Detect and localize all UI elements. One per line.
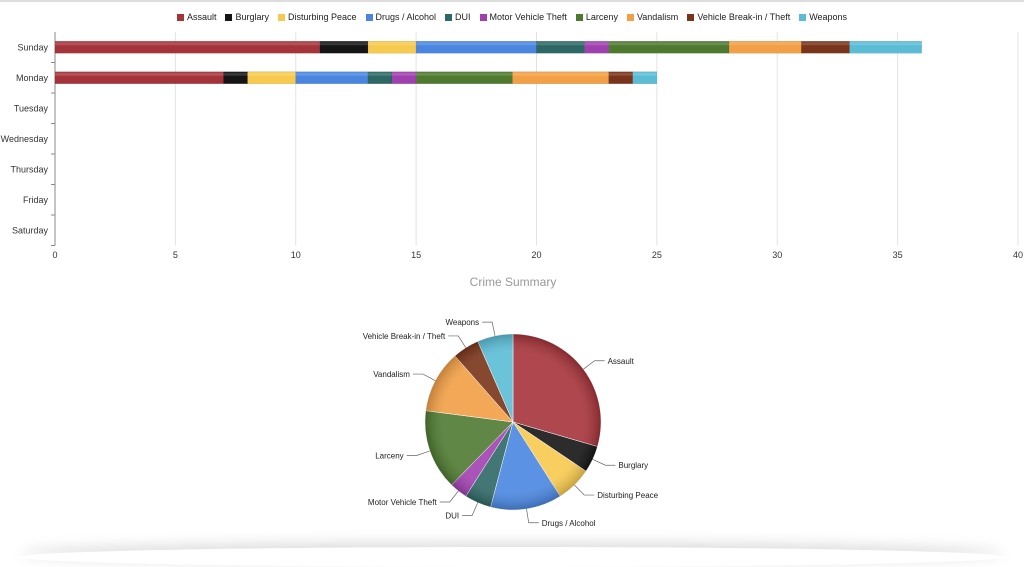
pie-leader-line <box>412 373 436 381</box>
pie-leader-line <box>448 335 467 348</box>
pie-label: Weapons <box>445 318 479 327</box>
y-tick-label: Friday <box>23 195 49 205</box>
legend-label: Vandalism <box>636 12 679 22</box>
legend-label: DUI <box>455 12 471 22</box>
legend-label: Disturbing Peace <box>287 12 357 22</box>
legend-label: Vehicle Break-in / Theft <box>697 12 791 22</box>
bar-highlight <box>247 72 296 76</box>
y-tick-label: Sunday <box>17 42 48 52</box>
y-tick-label: Thursday <box>10 164 48 174</box>
bottom-shadow <box>20 547 1004 567</box>
top-border <box>0 0 1024 2</box>
legend-item[interactable]: Motor Vehicle Theft <box>479 12 567 22</box>
bar-highlight <box>632 72 657 76</box>
legend-item[interactable]: Larceny <box>575 12 618 22</box>
pie-label: Motor Vehicle Theft <box>368 498 438 507</box>
bar-highlight <box>536 42 585 46</box>
legend-item[interactable]: Drugs / Alcohol <box>365 12 437 22</box>
legend-label: Larceny <box>585 12 618 22</box>
x-tick-label: 25 <box>652 250 662 260</box>
bar-highlight <box>223 72 248 76</box>
legend-swatch <box>365 13 373 21</box>
legend-item[interactable]: Burglary <box>225 12 269 22</box>
legend-label: Weapons <box>809 12 848 22</box>
pie-leader-line <box>592 458 616 466</box>
legend-item[interactable]: Vehicle Break-in / Theft <box>687 12 790 22</box>
pie-label: Disturbing Peace <box>597 491 658 500</box>
legend-item[interactable]: Weapons <box>799 12 847 22</box>
pie-label: Assault <box>608 357 635 366</box>
bar-highlight <box>512 72 609 76</box>
legend-swatch <box>687 13 695 21</box>
legend-label: Motor Vehicle Theft <box>489 12 567 22</box>
legend-swatch <box>575 13 583 21</box>
pie-shading <box>425 334 601 510</box>
pie-leader-line <box>583 360 605 370</box>
bar-segment <box>632 71 658 84</box>
bar-highlight <box>295 72 368 76</box>
pie-leader-line <box>406 450 430 456</box>
bar-highlight <box>367 72 393 76</box>
pie-leader-line <box>462 502 479 516</box>
bar-highlight <box>729 42 802 46</box>
legend-swatch <box>799 13 807 21</box>
legend-item[interactable]: DUI <box>445 12 471 22</box>
bar-highlight <box>584 42 609 46</box>
x-tick-label: 30 <box>772 250 782 260</box>
pie-leader-line <box>482 321 496 336</box>
bar-highlight <box>319 42 368 46</box>
bar-highlight <box>608 42 730 46</box>
pie-label: Drugs / Alcohol <box>542 519 596 528</box>
pie-label: DUI <box>445 511 459 520</box>
x-tick-label: 15 <box>411 250 421 260</box>
y-tick-label: Tuesday <box>14 103 49 113</box>
bar-highlight <box>55 42 320 46</box>
bar-highlight <box>416 72 513 76</box>
legend-label: Burglary <box>235 12 269 22</box>
legend-label: Drugs / Alcohol <box>375 12 437 22</box>
legend-swatch <box>277 13 285 21</box>
bar-highlight <box>367 42 417 46</box>
pie-leader-line <box>439 490 459 503</box>
pie-leader-line <box>526 508 539 524</box>
y-tick-label: Monday <box>16 73 49 83</box>
legend-item[interactable]: Assault <box>176 12 217 22</box>
legend-swatch <box>445 13 453 21</box>
legend-item[interactable]: Disturbing Peace <box>277 12 357 22</box>
bar-segment <box>223 71 248 84</box>
pie-label: Burglary <box>618 461 648 470</box>
y-tick-label: Wednesday <box>1 134 49 144</box>
x-tick-label: 40 <box>1013 250 1023 260</box>
crime-charts: 0 5 10 15 20 25 30 35 40 Sunday Monday Tuesday Wedne… <box>1 32 1023 528</box>
bar-highlight <box>55 72 224 76</box>
bar-highlight <box>416 42 537 46</box>
pie-label: Vandalism <box>373 370 410 379</box>
pie-label: Vehicle Break-in / Theft <box>363 332 446 341</box>
bar-highlight <box>801 42 850 46</box>
bar-segment <box>728 41 802 54</box>
x-tick-label: 35 <box>893 250 903 260</box>
bar-highlight <box>392 72 417 76</box>
bar-highlight <box>608 72 633 76</box>
y-tick-label: Saturday <box>12 225 49 235</box>
legend-label: Assault <box>186 12 217 22</box>
legend-swatch <box>479 13 487 21</box>
legend-swatch <box>225 13 233 21</box>
pie-label: Larceny <box>375 452 403 461</box>
bar-highlight <box>849 42 922 46</box>
pie-leader-line <box>574 484 595 496</box>
x-tick-label: 5 <box>173 250 178 260</box>
x-tick-label: 10 <box>291 250 301 260</box>
legend-swatch <box>626 13 634 21</box>
legend-swatch <box>176 13 184 21</box>
x-tick-label: 0 <box>52 250 57 260</box>
bar-segment <box>849 41 922 54</box>
chart-legend: Assault Burglary Disturbing Peace Drugs / A… <box>0 12 1024 22</box>
legend-item[interactable]: Vandalism <box>626 12 679 22</box>
pie-title: Crime Summary <box>470 275 557 289</box>
x-tick-label: 20 <box>531 250 541 260</box>
